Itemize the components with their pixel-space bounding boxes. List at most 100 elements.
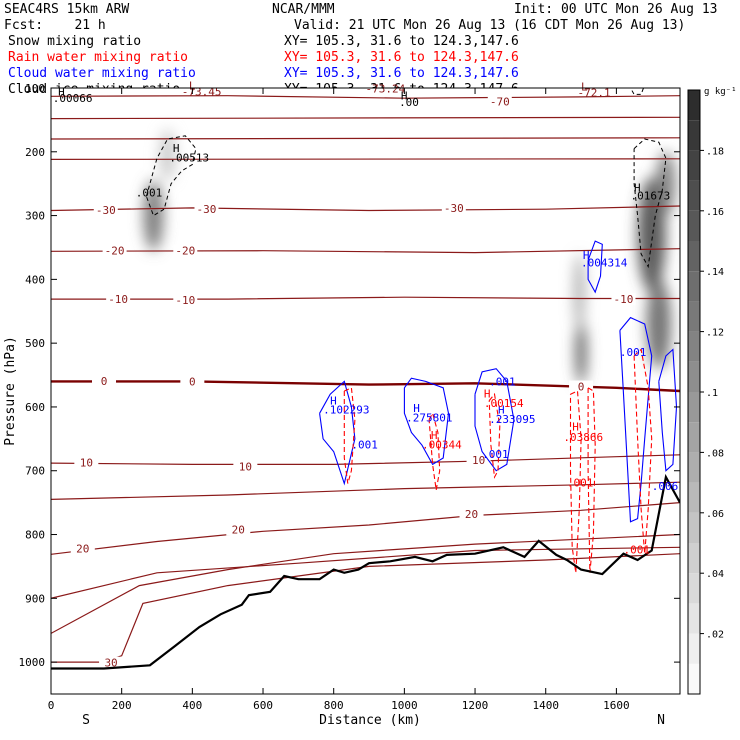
- temperature-contour-label: -10: [108, 293, 128, 306]
- colorbar-unit: g kg⁻¹: [704, 87, 737, 97]
- colorbar-cell: [688, 512, 700, 543]
- extremum-marker: H: [583, 249, 590, 262]
- contour-label-bg: [569, 380, 594, 393]
- field-rain-xy: XY= 105.3, 31.6 to 124.3,147.6: [284, 50, 519, 65]
- snow-contours: [145, 88, 667, 269]
- snow-contour: [630, 88, 645, 95]
- colorbar-tick-label: .14: [706, 267, 724, 278]
- cloud-water-contours: [319, 240, 678, 523]
- temperature-contours: -70 -30 -30 -30 -20 -20 -10 -10 -10 0 0 0 10 10 10 20 20…: [51, 95, 680, 670]
- contour-label-bg: [466, 453, 491, 466]
- rain-contours: [343, 348, 653, 573]
- extremum-marker: H: [431, 429, 438, 442]
- colorbar-tick-label: .18: [706, 146, 724, 157]
- colorbar: .02 .04 .06 .08 .1 .12 .14 .16 .18 g kg⁻¹: [687, 87, 737, 695]
- cloud-water-contour: [619, 316, 653, 523]
- temperature-contour-label: 20: [465, 508, 478, 521]
- terrain-line: [51, 473, 680, 670]
- temperature-contour-label: -30: [197, 203, 217, 216]
- temperature-contour-label: -70: [490, 95, 510, 108]
- colorbar-cell: [688, 422, 700, 453]
- contour-label-bg: [92, 374, 117, 387]
- value-annotation: .00154: [484, 397, 524, 410]
- extremum-marker: H: [498, 403, 505, 416]
- temperature-contour: [51, 502, 680, 555]
- x-tick-label: 1000: [391, 699, 418, 712]
- extremum-marker: H: [173, 142, 180, 155]
- rain-contour: [633, 348, 653, 554]
- temperature-contour: [51, 158, 680, 160]
- y-tick-label: 700: [25, 465, 45, 478]
- temperature-contour: [51, 380, 680, 393]
- contour-label-bg: [173, 293, 198, 306]
- contour-label-bg: [106, 293, 131, 306]
- rain-contour: [587, 387, 596, 573]
- terrain-profile: [51, 473, 680, 670]
- colorbar-cell: [688, 633, 700, 664]
- value-annotation: .001: [623, 544, 650, 557]
- colorbar-tick-label: .02: [706, 630, 724, 641]
- temperature-contour: [51, 248, 680, 254]
- colorbar-cell: [688, 120, 700, 151]
- temperature-contour-label: 0: [101, 375, 108, 388]
- temperature-contour: [51, 546, 680, 599]
- colorbar-tick-label: .04: [706, 569, 724, 580]
- colorbar-cell: [688, 573, 700, 604]
- colorbar-cell: [688, 603, 700, 634]
- colorbar-cell: [688, 90, 700, 121]
- temperature-contour: [51, 205, 680, 212]
- x-end-label-right: N: [657, 713, 665, 728]
- x-tick-label: 600: [253, 699, 273, 712]
- y-tick-label: 1000: [19, 656, 46, 669]
- cloud-water-contour: [403, 377, 450, 466]
- extremum-marker: H: [413, 402, 420, 415]
- y-tick-label: 100: [25, 82, 45, 95]
- contour-label-bg: [70, 542, 95, 555]
- extremum-marker: H: [58, 86, 65, 99]
- contour-label-bg: [180, 375, 205, 388]
- colorbar-cell: [688, 150, 700, 181]
- extremum-marker: H: [634, 181, 641, 194]
- snow-contour: [633, 138, 667, 269]
- extremum-marker: L: [189, 79, 196, 92]
- field-cloud-water-name: Cloud water mixing ratio: [8, 66, 196, 81]
- value-annotation: .004314: [581, 257, 628, 270]
- contour-label-bg: [459, 508, 484, 521]
- value-annotation: .006: [652, 480, 679, 493]
- temperature-contour: [51, 137, 680, 140]
- colorbar-cell: [688, 180, 700, 211]
- temperature-contour: [51, 481, 680, 500]
- field-snow-name: Snow mixing ratio: [8, 34, 141, 49]
- temperature-contour-label: 10: [80, 456, 93, 469]
- value-annotation: .102293: [323, 403, 369, 416]
- contour-label-bg: [102, 244, 127, 257]
- x-end-label-left: S: [82, 713, 90, 728]
- y-tick-label: 300: [25, 210, 45, 223]
- value-annotation: .275801: [406, 412, 452, 425]
- colorbar-cell: [688, 271, 700, 302]
- snow-contour: [145, 135, 197, 217]
- cloud-water-contour: [474, 368, 515, 472]
- y-tick-label: 500: [25, 337, 45, 350]
- temperature-contour: [51, 116, 680, 120]
- value-annotation: .001: [620, 346, 647, 359]
- field-snow-xy: XY= 105.3, 31.6 to 124.3,147.6: [284, 34, 519, 49]
- temperature-contour-label: 0: [189, 375, 196, 388]
- colorbar-cell: [688, 241, 700, 272]
- extremum-marker: H: [330, 394, 337, 407]
- colorbar-cell: [688, 452, 700, 483]
- y-tick-label: 800: [25, 529, 45, 542]
- value-annotation: -73.24: [366, 82, 406, 95]
- value-annotation: .001: [351, 438, 378, 451]
- value-annotation: .001: [567, 477, 594, 490]
- value-annotation: .001: [482, 448, 509, 461]
- value-annotation: .00: [399, 96, 419, 109]
- header: SEAC4RS 15km ARW NCAR/MMM Init: 00 UTC M…: [0, 0, 740, 95]
- colorbar-tick-label: .06: [706, 509, 724, 520]
- field-rain-name: Rain water mixing ratio: [8, 50, 188, 65]
- value-annotation: -73.45: [182, 86, 222, 99]
- colorbar-cell: [688, 301, 700, 332]
- y-axis-label: Pressure (hPa): [3, 336, 18, 446]
